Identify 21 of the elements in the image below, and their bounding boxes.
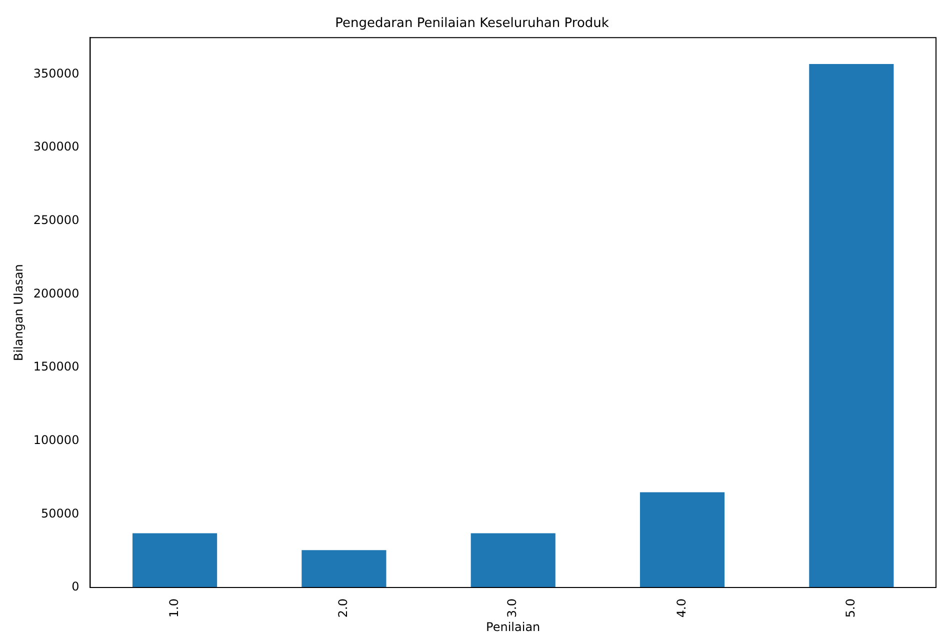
x-tick-label: 1.0 bbox=[166, 598, 181, 618]
x-tick-label: 2.0 bbox=[336, 598, 350, 618]
y-tick-label: 100000 bbox=[33, 432, 80, 447]
x-tick-label: 5.0 bbox=[844, 598, 858, 618]
bar bbox=[809, 64, 894, 588]
bar bbox=[132, 533, 218, 588]
y-tick-label: 200000 bbox=[33, 286, 80, 300]
y-axis-title: Bilangan Ulasan bbox=[11, 264, 26, 362]
y-tick-label: 150000 bbox=[33, 360, 80, 374]
y-tick-label: 250000 bbox=[33, 213, 80, 228]
x-tick-label: 3.0 bbox=[505, 598, 520, 618]
y-tick-label: 300000 bbox=[33, 140, 80, 154]
chart-title: Pengedaran Penilaian Keseluruhan Produk bbox=[335, 16, 610, 32]
y-tick-label: 50000 bbox=[41, 506, 80, 520]
bar bbox=[640, 492, 725, 588]
bar bbox=[470, 533, 556, 588]
y-tick-label: 0 bbox=[72, 580, 80, 594]
x-axis-title: Penilaian bbox=[486, 620, 540, 634]
x-tick-label: 4.0 bbox=[674, 598, 688, 618]
y-tick-label: 350000 bbox=[33, 66, 80, 80]
bar bbox=[302, 550, 386, 588]
